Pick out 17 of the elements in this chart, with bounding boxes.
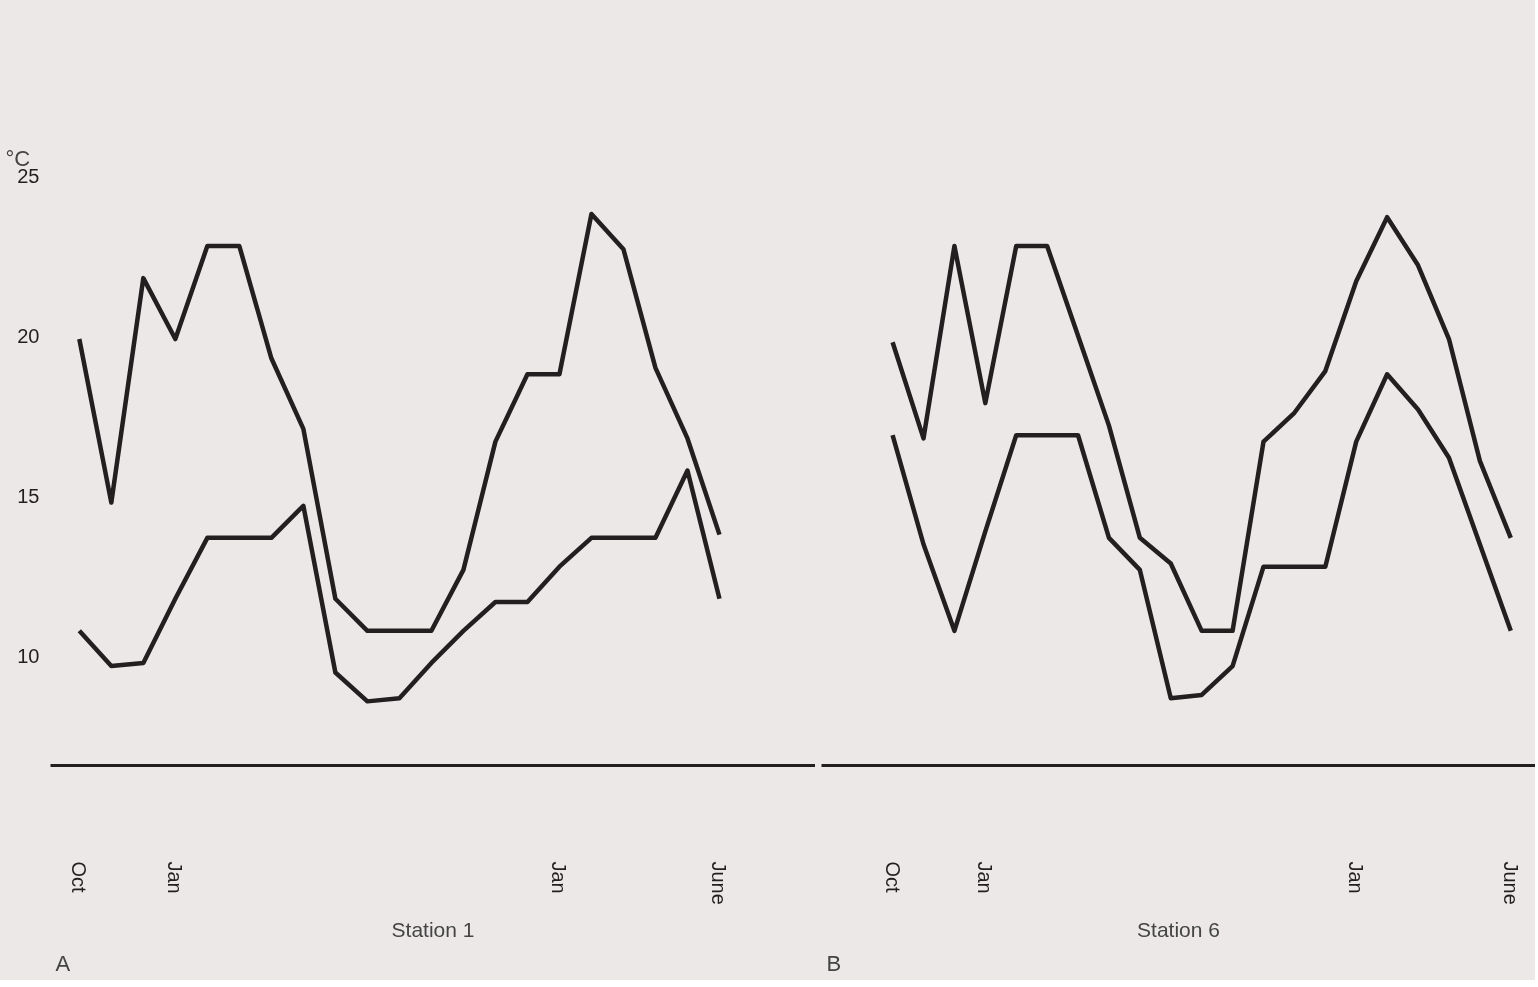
text: B (826, 950, 842, 976)
x-tick-label: Jan (164, 861, 187, 894)
x-tick-label: June (708, 861, 731, 905)
x-tick-label: Oct (68, 861, 91, 894)
x-tick-label: June (1499, 861, 1522, 905)
y-tick-label: 15 (17, 485, 40, 508)
x-tick-label: Jan (1345, 861, 1368, 894)
x-tick-label: Oct (881, 861, 904, 894)
y-tick-label: 10 (17, 645, 40, 668)
x-tick-label: Jan (548, 861, 571, 894)
y-tick-label: 20 (17, 324, 40, 347)
text: A (55, 950, 71, 976)
line-series (77, 211, 722, 634)
x-axis-title: Station 6 (1137, 917, 1220, 941)
x-tick-label: Jan (974, 861, 997, 894)
x-axis-title: Station 1 (391, 917, 475, 941)
line-series (77, 468, 722, 704)
